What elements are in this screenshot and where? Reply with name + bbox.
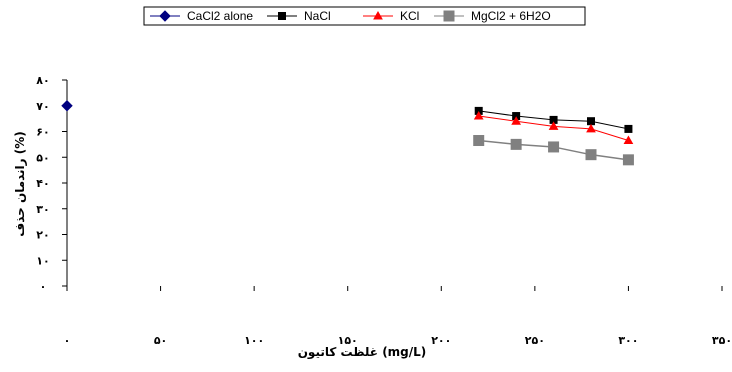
series-3 (473, 135, 634, 166)
x-tick-label: ۰ (64, 334, 71, 347)
data-point (473, 111, 484, 120)
x-tick-label: ۳۰۰ (618, 334, 638, 347)
data-point (587, 117, 595, 126)
data-point (473, 135, 485, 147)
legend-label: NaCl (304, 9, 331, 23)
legend-item: KCl (363, 9, 419, 23)
data-point (623, 135, 634, 145)
x-tick-label: ۱۵۰ (338, 334, 358, 347)
y-tick-label: ۲۰ (36, 229, 49, 242)
data-point (586, 123, 596, 133)
legend: CaCl2 alone NaCl KCl MgCl2 + 6H2O (143, 6, 586, 26)
legend-item: NaCl (267, 9, 331, 23)
data-point (585, 149, 597, 161)
y-tick-label: ۴۰ (36, 177, 49, 190)
data-point (510, 138, 522, 150)
legend-marker (373, 10, 383, 20)
series-0 (61, 100, 73, 112)
legend-marker (159, 10, 171, 22)
x-tick-label: ۲۵۰ (525, 334, 545, 347)
legend-label: CaCl2 alone (187, 9, 253, 23)
y-tick-label: ۱۰ (36, 254, 49, 267)
x-tick-label: ۲۰۰ (431, 334, 451, 347)
data-point (548, 141, 560, 153)
data-point (511, 116, 522, 125)
x-tick-label: ۳۵۰ (712, 334, 732, 347)
y-tick-label: ۵۰ (36, 151, 49, 164)
data-point (624, 124, 633, 133)
data-point (61, 100, 73, 112)
data-point (622, 154, 634, 166)
legend-label: MgCl2 + 6H2O (471, 9, 551, 23)
legend-marker (278, 12, 286, 20)
legend-marker (443, 10, 455, 22)
y-tick-label: ۸۰ (36, 74, 49, 87)
legend-item: CaCl2 alone (150, 9, 253, 23)
x-axis-title: غلظت کاتیون (mg/L) (298, 345, 427, 360)
x-axis-ticks: ۰ ۵۰ ۱۰۰ ۱۵۰ ۲۰۰ ۲۵۰ ۳۰۰ ۳۵۰ (64, 286, 732, 347)
y-tick-label: ۳۰ (36, 203, 49, 216)
series-2 (473, 111, 634, 145)
legend-label: KCl (400, 9, 419, 23)
x-tick-label: ۵۰ (154, 334, 167, 347)
data-point (548, 121, 559, 130)
series-layer (61, 100, 634, 166)
y-tick-label: ۷۰ (36, 100, 49, 113)
y-tick-label: ۰ (40, 280, 47, 293)
y-axis-ticks: ۰ ۱۰ ۲۰ ۳۰ ۴۰ ۵۰ ۶۰ ۷۰ ۸۰ (36, 74, 67, 293)
y-tick-label: ۶۰ (36, 126, 49, 139)
y-axis-title: راندمان حذف (%) (13, 131, 27, 237)
legend-item: MgCl2 + 6H2O (434, 9, 551, 23)
x-tick-label: ۱۰۰ (244, 334, 264, 347)
